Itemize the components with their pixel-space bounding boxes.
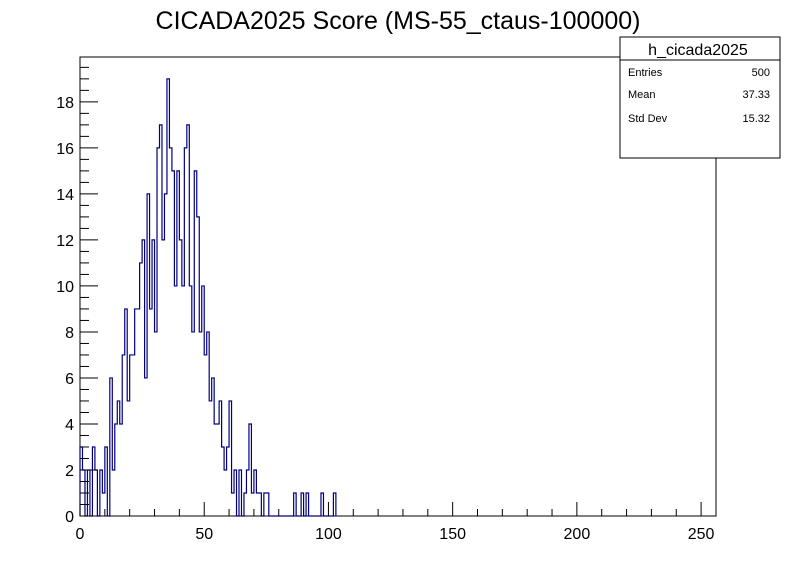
y-tick-label-6: 6 xyxy=(65,371,74,388)
plot-frame xyxy=(79,56,717,517)
y-tick-label-10: 10 xyxy=(56,279,74,296)
stats-box: h_cicada2025 Entries 500 Mean 37.33 Std … xyxy=(619,36,781,159)
x-tick-label-50: 50 xyxy=(195,526,213,543)
stat-stddev-label: Std Dev xyxy=(628,113,668,125)
y-tick-label-4: 4 xyxy=(65,417,74,434)
chart-title: CICADA2025 Score (MS-55_ctaus-100000) xyxy=(156,7,641,35)
y-tick-label-16: 16 xyxy=(56,141,74,158)
stat-mean-value: 37.33 xyxy=(742,89,770,101)
x-tick-label-150: 150 xyxy=(439,526,466,543)
x-tick-label-0: 0 xyxy=(76,526,85,543)
x-axis: 0 50 100 150 200 250 xyxy=(76,502,715,543)
histogram-outline xyxy=(79,78,337,517)
stats-box-title: h_cicada2025 xyxy=(648,42,748,59)
x-tick-label-200: 200 xyxy=(564,526,591,543)
y-tick-label-2: 2 xyxy=(65,463,74,480)
stat-entries-label: Entries xyxy=(628,67,663,79)
y-tick-label-0: 0 xyxy=(65,509,74,526)
x-tick-label-100: 100 xyxy=(315,526,342,543)
y-axis: 0 2 4 6 8 10 12 14 16 18 xyxy=(56,66,98,526)
stat-stddev-value: 15.32 xyxy=(742,113,770,125)
x-tick-label-250: 250 xyxy=(688,526,715,543)
y-tick-label-8: 8 xyxy=(65,325,74,342)
y-tick-label-12: 12 xyxy=(56,233,74,250)
y-tick-label-14: 14 xyxy=(56,187,74,204)
y-tick-label-18: 18 xyxy=(56,95,74,112)
stat-mean-label: Mean xyxy=(628,89,656,101)
stats-box-frame xyxy=(619,36,781,159)
stat-entries-value: 500 xyxy=(752,67,770,79)
histogram xyxy=(79,78,337,517)
